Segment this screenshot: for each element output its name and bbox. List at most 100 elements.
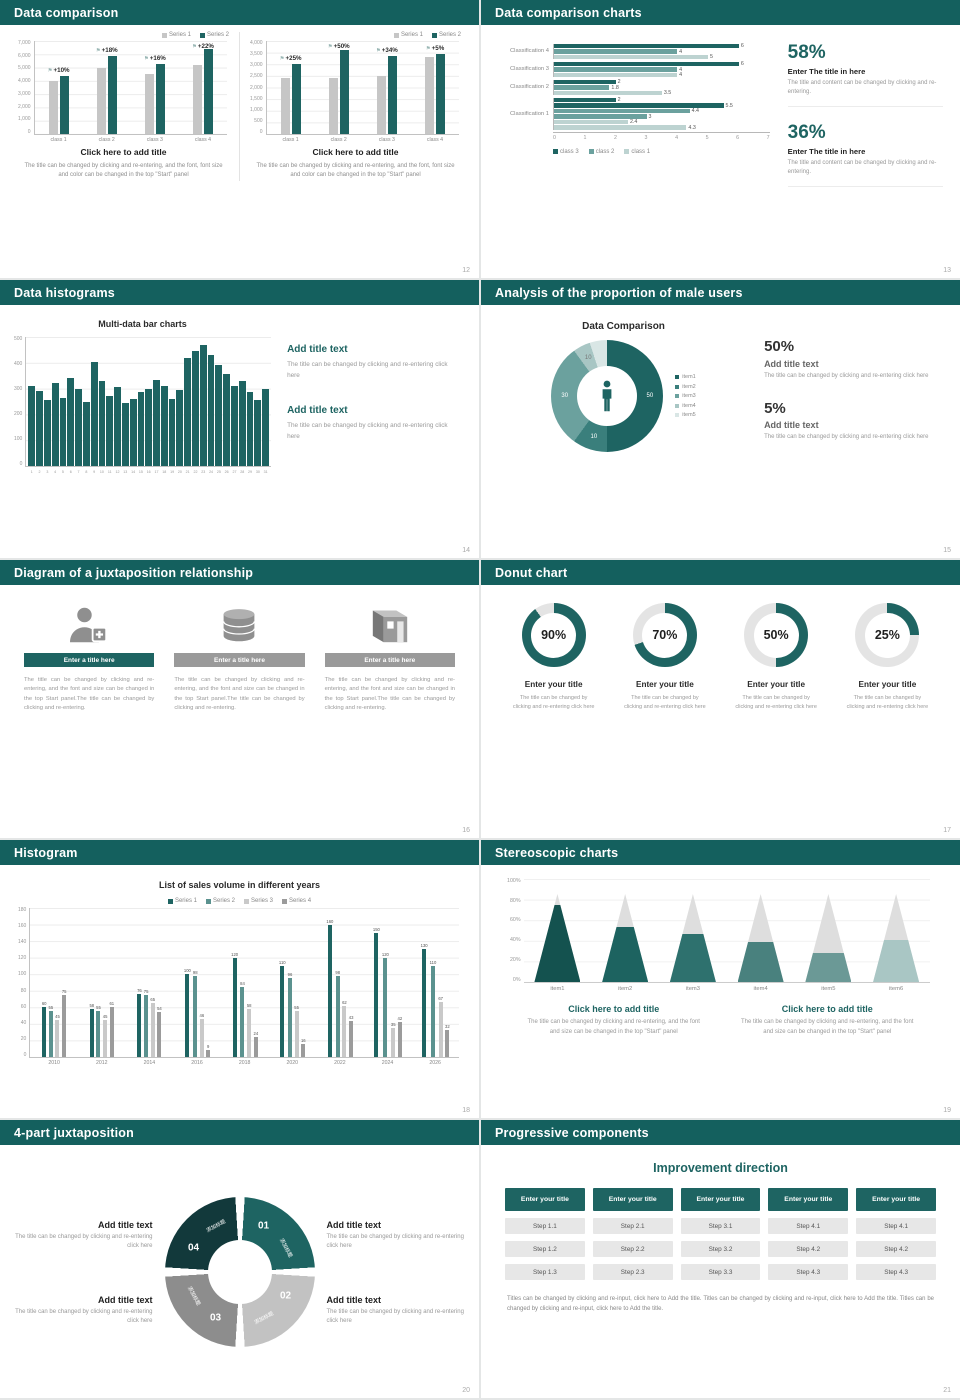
bar [193,975,198,1057]
value-label: 150 [372,926,380,932]
bar-group: 110 96 55 16 2020 [268,908,316,1066]
slide-content: 90% Enter your title The title can be chan… [481,585,960,712]
bar [121,402,129,466]
slide-progressive-components: Progressive components Improvement direc… [481,1120,960,1398]
x-label: 6 [69,470,72,474]
text-blocks: Add title text The title can be changed b… [271,311,465,477]
donut-legend: item1 item2 item3 item4 item5 [675,371,696,422]
ring-diagram: 01 添加标题 02 添加标题 03 添加标题 04 添加标题 [164,1196,315,1347]
x-label: class 3 [146,136,163,143]
value-label: 100 [183,968,191,974]
bar [96,67,106,134]
value-label: 58 [246,1003,252,1009]
chart-title: Multi-data bar charts [98,319,187,329]
gauge-text: The title can be changed by clicking and… [735,695,817,710]
bar-group: 76 75 65 54 2014 [126,908,174,1065]
legend-item: item1 [675,374,696,380]
cone-chart: 100% 80% 60% 40% 20% 0% item1 item2 item3 item4 it… [481,865,960,992]
slide-title-bar: Data comparison [0,0,479,25]
segment-number: 03 [209,1312,222,1323]
bar [59,397,67,466]
group-label: ⚑+18% [95,46,118,54]
column-header: Enter your title [680,1188,761,1211]
flag-icon: ⚑ [143,55,149,62]
page-number: 13 [943,267,951,274]
block-title: Click here to add title [312,147,399,157]
block-text: The title can be changed by clicking and… [764,372,929,379]
grouped-bar-chart: 4,000 3,500 3,000 2,500 2,000 1,500 1,000 500 0 ⚑… [250,41,459,143]
donut-gauge: 90% [521,603,586,667]
slide-data-comparison: Data comparison Series 1 Series 2 7,000 6,… [0,0,479,278]
block-title: Click here to add title [80,147,167,157]
legend-item: Series 4 [282,898,311,904]
bar [240,987,245,1057]
x-label: 16 [146,470,151,474]
database-icon [174,597,304,653]
legend-swatch [161,32,167,38]
segment-number: 02 [279,1290,292,1301]
step-cell: Step 3.2 [680,1241,761,1257]
cone: item1 [534,879,581,992]
value-label: 2 [617,79,621,85]
y-axis: 500 400 300 200 100 0 [14,336,23,467]
slide-title-bar: Progressive components [481,1120,960,1145]
x-label: 24 [209,470,214,474]
slide-title-bar: Data comparison charts [481,0,960,25]
group-label: ⚑+25% [279,55,302,63]
slide-title-bar: Diagram of a juxtaposition relationship [0,560,479,585]
cone: item6 [873,879,920,992]
step-cell: Step 4.1 [768,1218,849,1234]
value-label: 98 [335,969,341,975]
slide-title: Donut chart [495,565,568,580]
slide-title-bar: Analysis of the proportion of male users [481,280,960,305]
x-label: class 4 [426,136,444,143]
value-label: 46 [199,1012,205,1018]
group-label: ⚑+5% [425,44,445,52]
x-label: 22 [193,470,198,474]
step-cell: Step 1.3 [505,1264,585,1280]
value-label: 2 [617,97,621,103]
block-text: The title can be changed by clicking and… [15,1308,153,1324]
value-label: 16 [300,1037,306,1043]
slide-content: Series 1 Series 2 7,000 6,000 5,000 4,000 3,0… [0,25,479,181]
text-block: Click here to add title The title can be … [721,1001,935,1037]
bar [168,398,176,466]
text-block: Click here to add title The title can be … [507,1001,721,1037]
value-label: 3 [648,113,652,120]
bar [185,974,190,1057]
bar [129,398,137,466]
block-text: The title can be changed by clicking and… [256,163,455,179]
bar: 6 [554,61,744,67]
stat-percent: 58% [787,42,826,63]
slide-content: Multi-data bar charts 500 400 300 200 100 0 1 2… [0,305,479,477]
slide-title: Stereoscopic charts [495,845,619,860]
slide-title: Data comparison [14,5,119,20]
bar: 1.8 [554,85,619,91]
legend-swatch [244,898,249,904]
segment-number: 04 [187,1242,200,1253]
block-title: Enter The title in here [787,66,866,76]
block-title: Add title text [97,1294,153,1305]
bar: 4.4 [554,108,699,114]
cone-label: item1 [550,986,565,992]
step-cell: Step 4.3 [768,1264,849,1280]
flag-icon: ⚑ [327,44,333,51]
donut-chart: 50 10 30 10 [551,340,664,452]
x-label: 13 [123,470,128,474]
gauge: 90% Enter your title The title can be chan… [503,603,604,712]
x-label: 18 [162,470,167,474]
right-text-blocks: Add title text The title can be changed b… [327,1217,480,1326]
group-label: ⚑+34% [375,47,398,55]
bar [150,1003,155,1057]
bar [349,1021,354,1057]
value-label: 65 [150,997,156,1003]
block-title: Add title text [287,344,348,355]
bar: 4.3 [554,125,696,131]
x-label: 2014 [143,1059,156,1066]
item-title-bar: Enter a title here [24,653,155,667]
block-text: The title and content can be changed by … [787,159,937,175]
page-number: 19 [943,1107,951,1114]
value-label: 67 [438,995,443,1001]
item-title-bar: Enter a title here [174,653,305,667]
